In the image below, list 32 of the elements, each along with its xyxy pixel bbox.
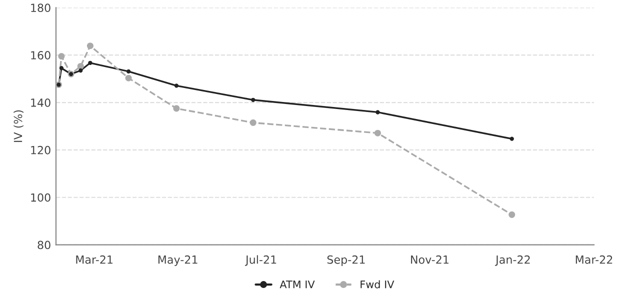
point (126, 69, 131, 74)
point (250, 119, 256, 126)
x-tick-label: Mar-22 (576, 255, 612, 264)
point (77, 62, 84, 70)
y-tick-label: 100 (31, 193, 50, 202)
legend-label: Fwd IV (360, 280, 394, 288)
y-tick-label: 120 (31, 146, 50, 154)
x-tick-label: Jul-21 (244, 255, 276, 266)
y-tick-label: 140 (31, 98, 50, 107)
y-tick-label: 80 (38, 240, 50, 250)
legend-label: ATM IV (280, 280, 315, 288)
point (88, 60, 92, 65)
point (125, 74, 132, 82)
point (376, 110, 380, 114)
point (58, 53, 65, 60)
point (374, 130, 381, 136)
point (86, 42, 94, 50)
y-tick-label: 180 (31, 4, 50, 12)
x-tick-label: May-21 (158, 255, 198, 266)
point (78, 68, 83, 73)
point (251, 98, 256, 102)
point (510, 136, 514, 141)
x-tick-label: Mar-21 (76, 255, 112, 264)
x-tick-label: Sep-21 (327, 255, 365, 266)
point (174, 84, 179, 88)
x-tick-label: Nov-21 (411, 255, 448, 264)
point (173, 105, 180, 112)
point (59, 66, 64, 70)
x-tick-label: Jan-22 (495, 255, 530, 266)
y-tick-label: 160 (31, 51, 50, 60)
point (508, 211, 516, 218)
y-axis-title: IV (%) (14, 110, 24, 142)
